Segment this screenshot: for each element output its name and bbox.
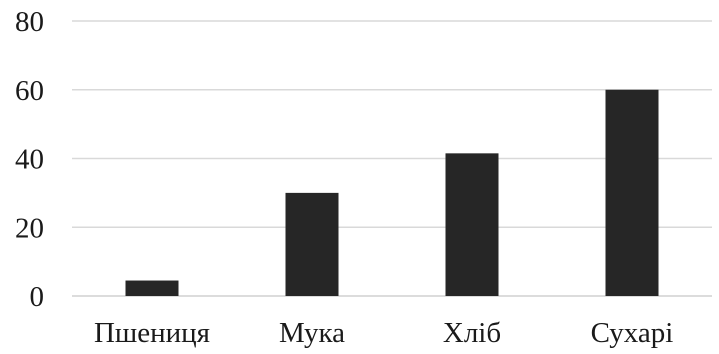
x-category-label: Мука [279,317,345,349]
bars [125,89,659,296]
bar-2 [445,153,499,296]
y-tick-label: 0 [30,281,45,313]
x-category-label: Хліб [443,317,501,349]
bar-3 [605,89,659,296]
bar-1 [285,192,339,296]
y-tick-label: 40 [15,144,44,176]
y-tick-label: 60 [15,75,44,107]
y-axis-tick-labels: 0 20 40 60 80 [15,6,44,313]
x-category-label: Сухарі [591,317,674,349]
y-tick-label: 80 [15,6,44,38]
bar-0 [125,280,179,296]
gridlines [72,20,712,297]
y-tick-label: 20 [15,212,44,244]
x-category-label: Пшениця [94,317,210,349]
x-axis-category-labels: Пшениця Мука Хліб Сухарі [94,317,673,349]
